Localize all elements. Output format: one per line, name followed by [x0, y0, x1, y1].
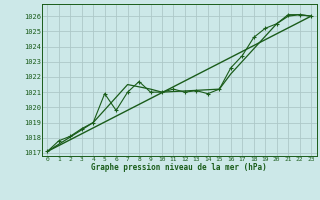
X-axis label: Graphe pression niveau de la mer (hPa): Graphe pression niveau de la mer (hPa) [91, 163, 267, 172]
